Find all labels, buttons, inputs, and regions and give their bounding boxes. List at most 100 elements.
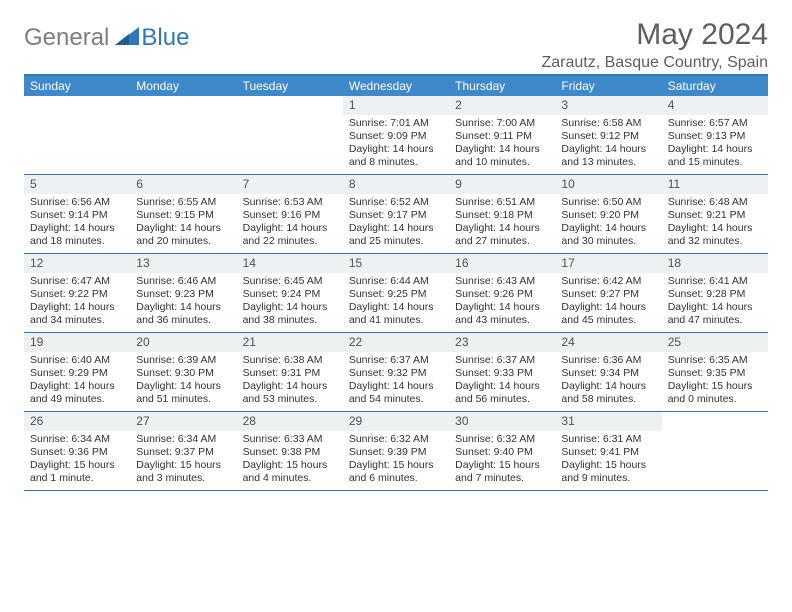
sunrise-text: Sunrise: 6:32 AM [349,433,443,446]
sunrise-text: Sunrise: 6:51 AM [455,196,549,209]
sunrise-text: Sunrise: 6:34 AM [136,433,230,446]
calendar-cell: 1Sunrise: 7:01 AMSunset: 9:09 PMDaylight… [343,96,449,174]
day-number: 26 [24,412,130,431]
daylight-text: Daylight: 14 hours and 43 minutes. [455,301,549,327]
day-info: Sunrise: 6:55 AMSunset: 9:15 PMDaylight:… [130,194,236,253]
day-info: Sunrise: 6:36 AMSunset: 9:34 PMDaylight:… [555,352,661,411]
sunset-text: Sunset: 9:23 PM [136,288,230,301]
sunrise-text: Sunrise: 6:47 AM [30,275,124,288]
day-info: Sunrise: 6:40 AMSunset: 9:29 PMDaylight:… [24,352,130,411]
calendar-week: 5Sunrise: 6:56 AMSunset: 9:14 PMDaylight… [24,175,768,254]
day-info: Sunrise: 6:32 AMSunset: 9:40 PMDaylight:… [449,431,555,490]
day-number: 1 [343,96,449,115]
calendar-cell: 6Sunrise: 6:55 AMSunset: 9:15 PMDaylight… [130,175,236,253]
sunset-text: Sunset: 9:36 PM [30,446,124,459]
sunrise-text: Sunrise: 6:45 AM [243,275,337,288]
title-block: May 2024 Zarautz, Basque Country, Spain [542,18,769,72]
weekday-label: Monday [130,76,236,96]
day-info: Sunrise: 6:38 AMSunset: 9:31 PMDaylight:… [237,352,343,411]
sunset-text: Sunset: 9:33 PM [455,367,549,380]
daylight-text: Daylight: 15 hours and 9 minutes. [561,459,655,485]
calendar-cell: 20Sunrise: 6:39 AMSunset: 9:30 PMDayligh… [130,333,236,411]
daylight-text: Daylight: 14 hours and 30 minutes. [561,222,655,248]
daylight-text: Daylight: 15 hours and 7 minutes. [455,459,549,485]
daylight-text: Daylight: 14 hours and 20 minutes. [136,222,230,248]
weekday-label: Saturday [662,76,768,96]
sunrise-text: Sunrise: 6:43 AM [455,275,549,288]
daylight-text: Daylight: 15 hours and 6 minutes. [349,459,443,485]
sunrise-text: Sunrise: 6:37 AM [349,354,443,367]
day-number: 30 [449,412,555,431]
calendar-cell: 13Sunrise: 6:46 AMSunset: 9:23 PMDayligh… [130,254,236,332]
calendar-cell: 18Sunrise: 6:41 AMSunset: 9:28 PMDayligh… [662,254,768,332]
day-number: 6 [130,175,236,194]
day-number: 21 [237,333,343,352]
daylight-text: Daylight: 14 hours and 8 minutes. [349,143,443,169]
sunrise-text: Sunrise: 6:37 AM [455,354,549,367]
sunrise-text: Sunrise: 6:34 AM [30,433,124,446]
sunrise-text: Sunrise: 6:33 AM [243,433,337,446]
weekday-header: SundayMondayTuesdayWednesdayThursdayFrid… [24,76,768,96]
calendar-cell: 28Sunrise: 6:33 AMSunset: 9:38 PMDayligh… [237,412,343,490]
day-info: Sunrise: 6:37 AMSunset: 9:33 PMDaylight:… [449,352,555,411]
daylight-text: Daylight: 14 hours and 13 minutes. [561,143,655,169]
calendar-cell: 11Sunrise: 6:48 AMSunset: 9:21 PMDayligh… [662,175,768,253]
weekday-label: Friday [555,76,661,96]
daylight-text: Daylight: 14 hours and 53 minutes. [243,380,337,406]
calendar-cell: 30Sunrise: 6:32 AMSunset: 9:40 PMDayligh… [449,412,555,490]
day-info: Sunrise: 6:41 AMSunset: 9:28 PMDaylight:… [662,273,768,332]
calendar-cell: 21Sunrise: 6:38 AMSunset: 9:31 PMDayligh… [237,333,343,411]
sunrise-text: Sunrise: 7:00 AM [455,117,549,130]
daylight-text: Daylight: 15 hours and 3 minutes. [136,459,230,485]
day-info: Sunrise: 6:53 AMSunset: 9:16 PMDaylight:… [237,194,343,253]
day-number: 18 [662,254,768,273]
day-number: 31 [555,412,661,431]
sunrise-text: Sunrise: 6:35 AM [668,354,762,367]
sunset-text: Sunset: 9:35 PM [668,367,762,380]
calendar-cell: 8Sunrise: 6:52 AMSunset: 9:17 PMDaylight… [343,175,449,253]
calendar-cell: 22Sunrise: 6:37 AMSunset: 9:32 PMDayligh… [343,333,449,411]
day-number: 3 [555,96,661,115]
day-number: 9 [449,175,555,194]
sunrise-text: Sunrise: 6:42 AM [561,275,655,288]
calendar-week: 19Sunrise: 6:40 AMSunset: 9:29 PMDayligh… [24,333,768,412]
sunset-text: Sunset: 9:32 PM [349,367,443,380]
sunrise-text: Sunrise: 6:48 AM [668,196,762,209]
sunrise-text: Sunrise: 6:56 AM [30,196,124,209]
sunset-text: Sunset: 9:18 PM [455,209,549,222]
sunrise-text: Sunrise: 6:40 AM [30,354,124,367]
calendar-cell [237,96,343,174]
sunrise-text: Sunrise: 6:55 AM [136,196,230,209]
brand-text-blue: Blue [141,24,189,52]
daylight-text: Daylight: 14 hours and 38 minutes. [243,301,337,327]
sunset-text: Sunset: 9:22 PM [30,288,124,301]
calendar: SundayMondayTuesdayWednesdayThursdayFrid… [24,74,768,491]
day-number: 20 [130,333,236,352]
calendar-cell: 10Sunrise: 6:50 AMSunset: 9:20 PMDayligh… [555,175,661,253]
sunset-text: Sunset: 9:37 PM [136,446,230,459]
calendar-cell: 23Sunrise: 6:37 AMSunset: 9:33 PMDayligh… [449,333,555,411]
calendar-cell: 2Sunrise: 7:00 AMSunset: 9:11 PMDaylight… [449,96,555,174]
daylight-text: Daylight: 15 hours and 1 minute. [30,459,124,485]
day-info: Sunrise: 7:01 AMSunset: 9:09 PMDaylight:… [343,115,449,174]
sunset-text: Sunset: 9:39 PM [349,446,443,459]
sunrise-text: Sunrise: 6:41 AM [668,275,762,288]
day-info: Sunrise: 6:57 AMSunset: 9:13 PMDaylight:… [662,115,768,174]
calendar-cell: 12Sunrise: 6:47 AMSunset: 9:22 PMDayligh… [24,254,130,332]
day-info: Sunrise: 6:31 AMSunset: 9:41 PMDaylight:… [555,431,661,490]
sunset-text: Sunset: 9:13 PM [668,130,762,143]
day-number: 23 [449,333,555,352]
day-number: 29 [343,412,449,431]
location-text: Zarautz, Basque Country, Spain [542,54,769,72]
sunset-text: Sunset: 9:11 PM [455,130,549,143]
sunrise-text: Sunrise: 6:46 AM [136,275,230,288]
daylight-text: Daylight: 15 hours and 4 minutes. [243,459,337,485]
calendar-week: 12Sunrise: 6:47 AMSunset: 9:22 PMDayligh… [24,254,768,333]
day-number: 14 [237,254,343,273]
day-number: 22 [343,333,449,352]
sunrise-text: Sunrise: 6:50 AM [561,196,655,209]
daylight-text: Daylight: 14 hours and 51 minutes. [136,380,230,406]
day-number: 15 [343,254,449,273]
sunset-text: Sunset: 9:09 PM [349,130,443,143]
day-info: Sunrise: 7:00 AMSunset: 9:11 PMDaylight:… [449,115,555,174]
